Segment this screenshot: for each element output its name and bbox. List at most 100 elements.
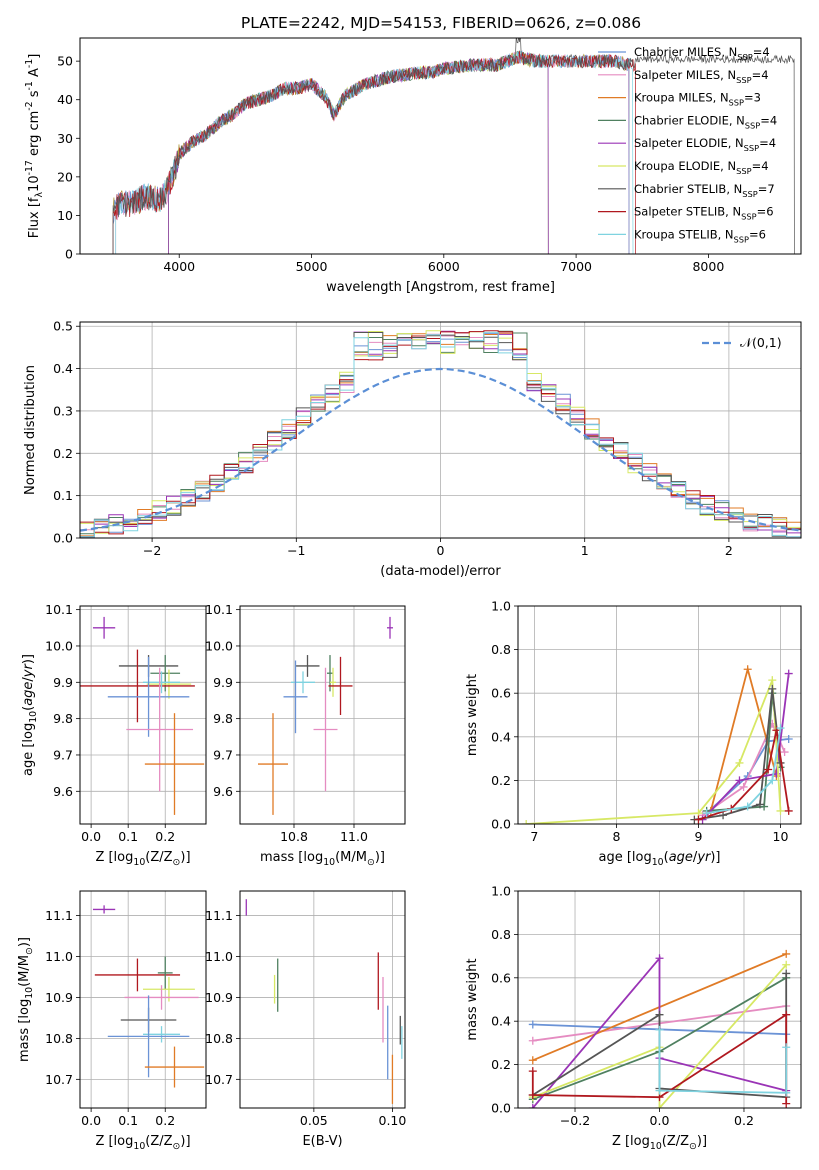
label-segment: -17 [24,160,35,175]
y-tick-label: 0.4 [491,1014,511,1029]
series-marker [772,726,781,735]
histogram-step [80,332,801,538]
label-segment: wavelength [Angstrom, rest frame] [326,280,555,295]
series-marker [735,758,744,767]
x-axis-label: Z [log10​(Z/Z⊙​)] [95,850,190,868]
series-marker [784,806,793,815]
legend-label: Chabrier ELODIE, NSSP​=4 [634,113,777,130]
y-tick-label: 10.8 [45,1031,73,1046]
label-segment: SSP [736,166,751,176]
label-segment: )] [375,850,385,865]
axes-frame [517,605,802,825]
label-segment: M/M [340,850,367,865]
label-segment: age [log [598,850,651,865]
y-tick-label: 11.0 [45,949,73,964]
label-segment: Z [log [612,1134,650,1149]
label-segment: Kroupa ELODIE, N [634,159,736,173]
label-segment: )] [710,850,720,865]
label-segment: Flux [f [27,197,42,238]
y-tick-label: 0.2 [53,446,73,461]
label-segment: erg cm [27,111,42,160]
label-segment: ⊙ [24,947,35,955]
label-segment: =4 [752,68,769,82]
label-segment: Z [log [95,1134,133,1149]
label-segment: s [27,90,42,101]
x-tick-label: 7000 [560,259,592,274]
x-tick-label: 8000 [692,259,724,274]
series-marker [768,684,777,693]
label-segment: Salpeter STELIB, N [634,205,741,219]
series-marker [655,1104,664,1108]
x-tick-label: 0.0 [81,1113,101,1128]
plot-area [245,899,403,1104]
y-tick-label: 10.1 [45,602,73,617]
label-segment: ⊙ [173,857,181,868]
label-segment: 10 [28,711,39,723]
series-marker [743,665,752,674]
label-segment: SSP [729,98,744,108]
x-axis-label: Z [log10​(Z/Z⊙​)] [95,1134,190,1152]
y-tick-label: 10.7 [205,1072,233,1087]
residuals-panel: −2 −1 0 1 2 0.0 0.1 0.2 0.3 0.4 0.5 (data-model)/er… [23,319,802,579]
label-segment: 10 [27,175,42,192]
x-tick-label: 0.10 [379,1113,407,1128]
plot-area [112,38,795,254]
series-marker [528,1090,537,1099]
legend-label: Kroupa STELIB, NSSP​=6 [634,227,766,244]
y-tick-label: 11.0 [205,949,233,964]
legend-label: Kroupa MILES, NSSP​=3 [634,91,761,108]
x-tick-label: 0.1 [118,1113,138,1128]
x-axis-label: wavelength [Angstrom, rest frame] [326,280,555,295]
age-vs-metallicity-panel: 0.0 0.1 0.2 9.6 9.7 9.8 9.9 10.0 10.1 Z [log10​(Z… [21,602,207,868]
series-marker [739,782,748,791]
plot-area [80,616,205,815]
label-segment: mass [log [17,999,32,1062]
series-line [658,1029,788,1094]
series-marker [760,802,769,811]
series-marker [655,1086,664,1095]
label-segment: )] [180,1134,190,1149]
plot-area [528,949,791,1108]
label-segment: ( [145,850,150,865]
label-segment: age [669,850,693,865]
label-segment: =4 [760,113,777,127]
label-segment: ⊙ [689,1141,697,1152]
label-segment: Salpeter MILES, N [634,68,736,82]
x-tick-label: 4000 [163,259,195,274]
legend-label: Salpeter STELIB, NSSP​=6 [634,205,774,222]
y-tick-label: 30 [57,131,73,146]
y-tick-label: 10.1 [205,602,233,617]
label-segment: ⊙ [173,1141,181,1152]
x-tick-label: 10 [773,829,789,844]
axes-frame [79,37,802,255]
label-segment: λ [34,191,45,197]
plot-area [258,616,393,815]
label-segment: 10 [24,987,35,999]
series-marker [776,724,785,733]
x-axis-label: E(B-V) [302,1134,342,1149]
label-segment: =6 [749,227,766,241]
label-segment: ( [664,850,669,865]
series-marker [743,802,752,811]
legend-label: Chabrier MILES, NSSP​=4 [634,45,770,62]
x-tick-label: 6000 [428,259,460,274]
label-segment: =6 [757,205,774,219]
label-segment: )] [21,654,36,664]
label-segment: Z/Z [150,1134,172,1149]
y-tick-label: 9.8 [53,711,73,726]
label-segment: Kroupa STELIB, N [634,227,734,241]
y-tick-label: 50 [57,54,73,69]
series-line [526,679,782,824]
label-segment: ( [17,982,32,987]
axes-frame [79,321,802,539]
label-segment: Kroupa MILES, N [634,91,729,105]
y-tick-label: 9.6 [53,784,73,799]
label-segment: ] [27,54,42,59]
mass-vs-metallicity-panel: 0.0 0.1 0.2 10.7 10.8 10.9 11.0 11.1 Z [log10​(Z… [17,890,207,1152]
legend-label: 𝒩(0,1) [740,335,782,350]
axes: 0.05 0.10 10.7 10.8 10.9 11.0 11.1 E(B-V) [205,908,406,1149]
series-marker [528,1104,537,1108]
series-marker [735,776,744,785]
series-line [532,955,787,1108]
